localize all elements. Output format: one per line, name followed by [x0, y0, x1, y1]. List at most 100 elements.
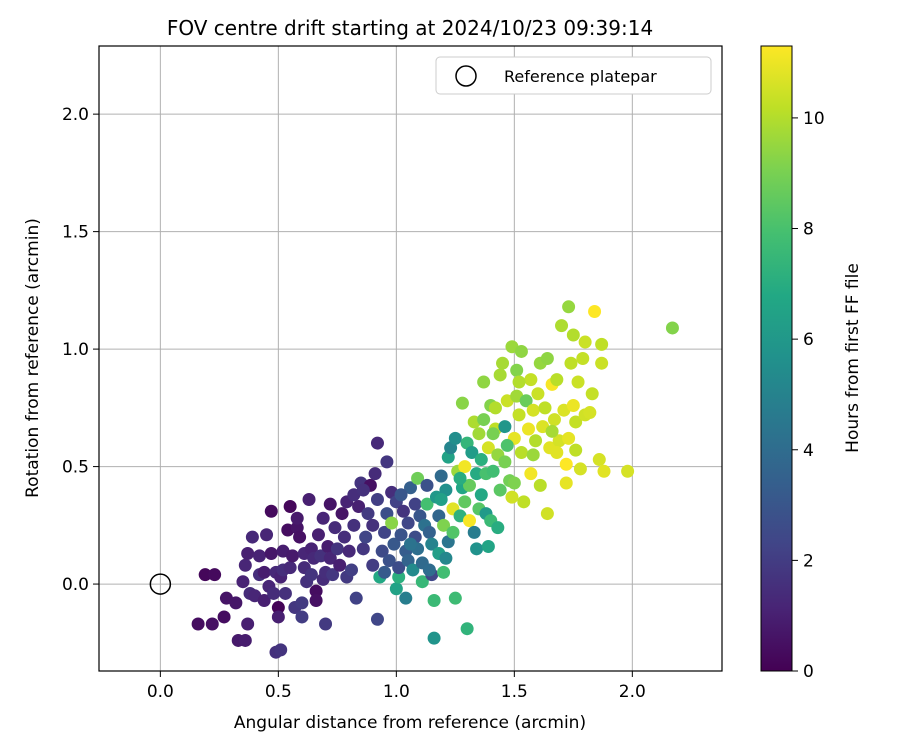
data-point	[573, 462, 587, 476]
data-point	[205, 617, 219, 631]
data-point	[427, 631, 441, 645]
data-point	[260, 528, 274, 542]
colorbar-tick-label: 8	[803, 220, 814, 240]
data-point	[392, 570, 406, 584]
data-point	[406, 563, 420, 577]
data-point	[481, 441, 495, 455]
data-point	[217, 610, 231, 624]
data-point	[267, 586, 281, 600]
data-point	[323, 497, 337, 511]
data-point	[427, 594, 441, 608]
data-point	[481, 539, 495, 553]
data-point	[404, 537, 417, 551]
data-point	[540, 352, 554, 365]
data-point	[290, 511, 304, 525]
data-point	[370, 612, 384, 626]
data-point	[309, 584, 323, 598]
data-point	[439, 551, 453, 565]
data-point	[510, 363, 524, 377]
data-point	[257, 594, 271, 608]
data-point	[347, 518, 361, 532]
data-point	[271, 610, 285, 624]
legend-marker	[455, 65, 477, 87]
data-point	[208, 568, 222, 582]
data-point	[595, 356, 609, 370]
data-point	[264, 504, 278, 518]
x-tick-label: 0.0	[147, 682, 174, 702]
data-point	[566, 328, 580, 342]
data-point	[540, 507, 554, 521]
data-point	[408, 497, 422, 511]
colorbar-label: Hours from first FF file	[843, 263, 863, 453]
data-point	[460, 622, 474, 636]
data-point	[345, 563, 359, 577]
data-point	[562, 300, 576, 314]
data-point	[330, 542, 344, 556]
data-point	[415, 575, 429, 589]
data-point	[309, 594, 323, 608]
data-point	[533, 478, 547, 492]
data-point	[382, 554, 396, 568]
data-point	[474, 453, 488, 467]
data-point	[389, 582, 403, 596]
data-point	[562, 431, 576, 445]
data-point	[368, 467, 382, 481]
data-point	[352, 500, 366, 514]
data-point	[526, 403, 540, 417]
legend: Reference platepar	[435, 56, 712, 95]
data-point	[498, 455, 512, 469]
plot-frame	[98, 45, 723, 672]
data-point	[458, 495, 472, 509]
data-point	[498, 420, 512, 434]
data-point	[514, 445, 528, 459]
y-axis-label: Rotation from reference (arcmin)	[23, 218, 43, 498]
data-point	[437, 518, 451, 532]
data-point	[425, 537, 439, 551]
data-point	[486, 464, 500, 478]
data-point	[526, 448, 540, 462]
data-point	[550, 373, 564, 387]
data-point	[286, 549, 300, 563]
data-point	[394, 528, 408, 542]
data-point	[564, 356, 578, 370]
reference-marker	[149, 573, 172, 595]
data-point	[583, 406, 597, 420]
data-point	[238, 633, 252, 647]
x-tick-label: 0.5	[265, 682, 292, 702]
data-point	[470, 542, 484, 556]
data-point	[420, 478, 434, 492]
data-point	[411, 471, 425, 485]
data-point	[500, 438, 514, 452]
data-point	[477, 375, 491, 389]
y-tick-label: 2.0	[62, 105, 89, 125]
data-point	[295, 610, 309, 624]
data-point	[545, 424, 559, 438]
data-point	[404, 481, 417, 495]
data-point	[595, 337, 609, 351]
data-point	[474, 488, 488, 502]
data-point	[304, 568, 318, 582]
data-point	[241, 617, 255, 631]
data-point	[252, 549, 266, 563]
data-point	[396, 504, 410, 518]
data-point	[493, 368, 507, 382]
data-point	[592, 453, 606, 467]
data-points	[191, 300, 679, 659]
y-tick-label: 1.0	[62, 340, 89, 360]
y-tick-label: 0.5	[62, 458, 89, 478]
data-point	[488, 401, 502, 415]
data-point	[493, 483, 507, 497]
data-point	[550, 445, 564, 459]
data-point	[559, 457, 573, 471]
data-point	[422, 563, 436, 577]
data-point	[191, 617, 205, 631]
data-point	[496, 356, 510, 370]
y-axis-ticks: 0.0 0.5 1.0 1.5 2.0	[62, 105, 99, 595]
data-point	[472, 427, 486, 441]
legend-entry-reference: Reference platepar	[504, 67, 657, 86]
colorbar	[760, 45, 793, 672]
x-tick-label: 2.0	[619, 682, 646, 702]
data-point	[524, 467, 538, 481]
data-point	[446, 525, 460, 539]
data-point	[274, 643, 288, 657]
